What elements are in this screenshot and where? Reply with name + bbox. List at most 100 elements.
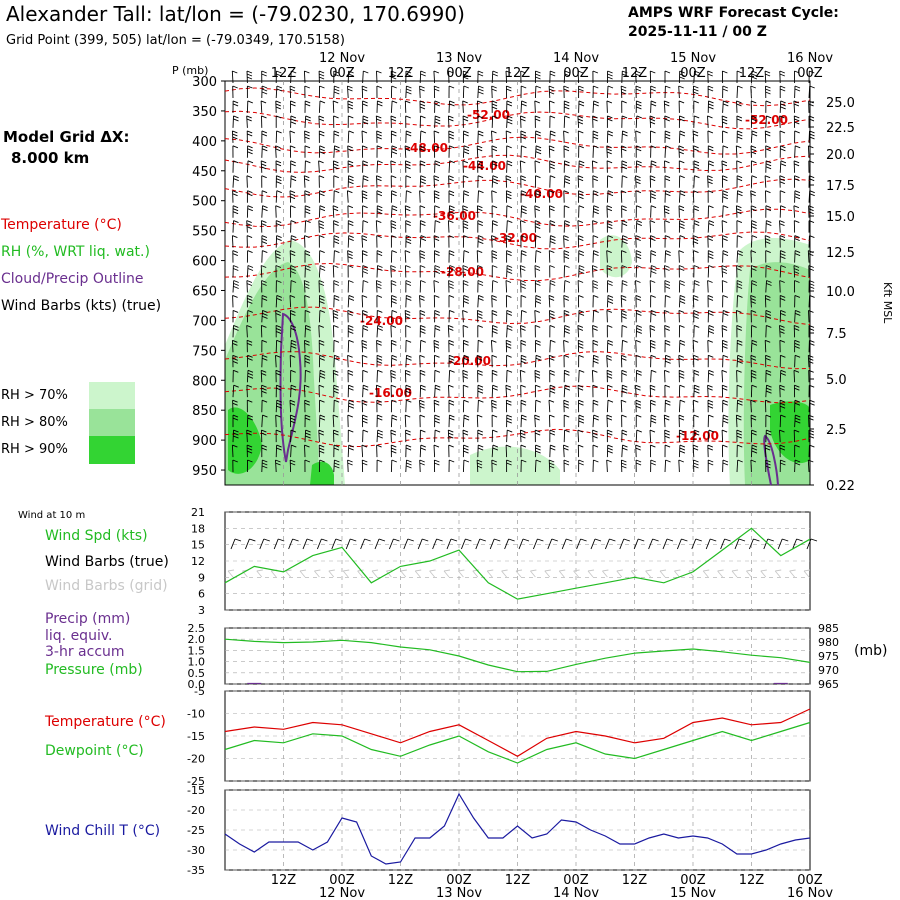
wind-barb: [376, 190, 383, 203]
wind-barb: [448, 369, 455, 383]
wind-barb: [419, 414, 426, 428]
wind-barb: [434, 145, 440, 158]
wind-barb-grid: [558, 569, 566, 578]
wind-barb: [362, 70, 369, 84]
wind-barb: [650, 414, 657, 428]
wind-barb: [491, 384, 498, 398]
wind-barb: [347, 220, 354, 233]
wind-barb: [764, 339, 771, 353]
wind-barb: [390, 235, 397, 248]
wind-barb: [231, 339, 238, 353]
wind-barb: [606, 145, 612, 158]
wind-barb: [592, 70, 599, 84]
wind-barb: [290, 429, 297, 443]
wind-barb: [318, 220, 324, 233]
wind-barb: [491, 399, 497, 413]
wind-barb: [477, 175, 484, 188]
wind-barb: [261, 190, 268, 203]
wind-barb: [635, 354, 642, 368]
wind-barb: [736, 459, 743, 473]
bottom-hour-label: 12Z: [388, 873, 414, 888]
wind-barb: [246, 294, 253, 308]
wind-barb: [376, 145, 383, 158]
wind-barb: [260, 220, 267, 233]
wind-barb: [736, 115, 743, 128]
wind-barb: [304, 339, 310, 353]
wind-barb: [650, 369, 657, 383]
pressure-tick-label: 950: [192, 464, 217, 479]
wind-barb: [520, 399, 527, 413]
wind-barb: [434, 265, 441, 278]
wind-barb: [419, 160, 426, 173]
wind-barb: [332, 160, 339, 173]
wind-barb: [650, 250, 657, 263]
wind-barb: [347, 280, 354, 293]
wind-barb: [520, 339, 527, 353]
wind-barb: [621, 235, 628, 248]
wind-barb: [794, 280, 800, 293]
wind-barb-grid: [674, 569, 681, 578]
wind-barb: [635, 130, 641, 143]
wind-barb: [448, 280, 454, 293]
wind-barb: [506, 205, 513, 218]
wind-barb: [433, 175, 440, 188]
wind-barb: [375, 384, 382, 398]
temperature-contour-label: -52.00: [467, 108, 510, 122]
bottom-hour-label: 00Z: [446, 873, 472, 888]
temperature-contour-label: -36.00: [433, 209, 476, 223]
wind-barb: [246, 429, 252, 443]
wind-barb: [563, 85, 569, 99]
wind-barb: [750, 175, 757, 188]
wind-barb: [663, 309, 670, 323]
wind-barb: [750, 429, 757, 443]
wind-barb: [390, 339, 397, 353]
wind-barb: [592, 85, 599, 99]
wind-barb: [606, 70, 613, 84]
wind-barb: [347, 384, 354, 398]
temperature-contour-label: -32.00: [494, 231, 537, 245]
label-pressure-unit: (mb): [854, 643, 888, 659]
wind-barb: [260, 369, 267, 383]
wind-barb-grid: [414, 569, 422, 578]
bottom-hour-label: 00Z: [329, 873, 355, 888]
wind-barb: [592, 309, 599, 323]
wind-barb: [506, 324, 513, 338]
wind-barb: [232, 220, 239, 233]
wind-barb: [347, 235, 354, 248]
wind-barb: [477, 115, 484, 128]
wind-barb-true: [619, 538, 630, 550]
wind-barb: [678, 235, 686, 248]
wind-barb: [779, 399, 786, 413]
wind-barb: [577, 429, 584, 443]
wind-barb: [246, 205, 253, 218]
wind-barb: [304, 220, 311, 233]
wind-barb: [635, 324, 642, 338]
wind-barb: [261, 309, 268, 323]
wind-barb: [434, 309, 440, 323]
precip-tick-label: 0.5: [188, 667, 206, 680]
wind-barb: [549, 160, 555, 173]
wind-barb: [289, 145, 296, 158]
wind-barb: [649, 384, 656, 398]
wind-barb: [290, 115, 297, 128]
wind-barb: [534, 70, 541, 84]
wind-barb: [520, 324, 526, 338]
wind-barb: [304, 309, 311, 323]
wind-barb: [664, 324, 670, 338]
wind-barb-grid: [746, 569, 753, 578]
wind-barb: [664, 115, 670, 128]
wind-barb: [779, 265, 786, 278]
wind-barb: [549, 70, 556, 84]
wind-barb: [534, 429, 541, 443]
wind-barb: [261, 115, 267, 128]
wind-barb: [362, 414, 368, 428]
wind-barb: [621, 160, 628, 173]
wind-barb: [678, 100, 685, 113]
wind-barb: [390, 250, 397, 263]
wind-barb: [693, 429, 700, 443]
wind-barb: [332, 100, 339, 113]
wind-barb: [462, 399, 469, 413]
wind-barb: [635, 414, 642, 428]
kft-tick-label: 5.0: [826, 373, 847, 388]
wind-barb: [721, 115, 728, 128]
